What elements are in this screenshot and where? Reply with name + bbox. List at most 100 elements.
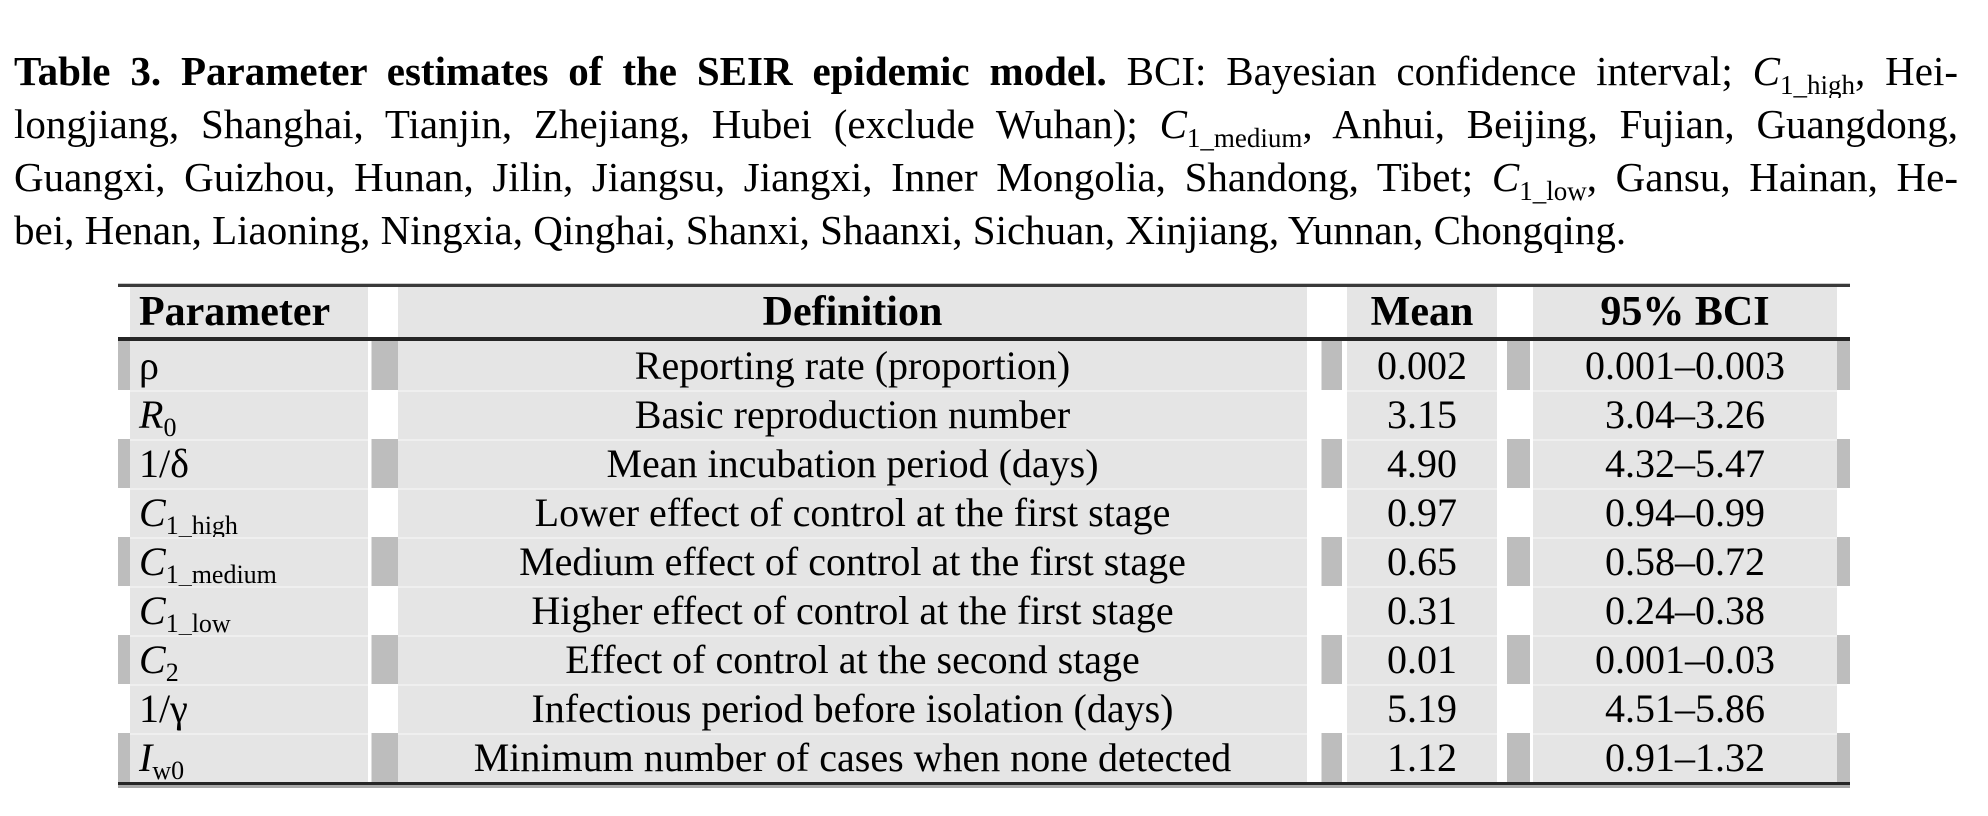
caption-sub-c1-low: 1_low: [1519, 176, 1587, 205]
definition-cell: Basic reproduction number: [398, 390, 1307, 439]
gutter: [1837, 635, 1850, 684]
bci-cell: 4.51–5.86: [1533, 684, 1837, 733]
table-top-rule: [118, 283, 1850, 287]
caption-var-c1-medium: C: [1159, 101, 1187, 147]
gutter: [368, 390, 398, 439]
gutter: [118, 341, 130, 390]
table-row-1-delta: 1/δ Mean incubation period (days) 4.90 4…: [118, 439, 1850, 488]
gutter: [1837, 341, 1850, 390]
gutter: [118, 390, 130, 439]
caption-text: bei, Henan, Liaoning, Ningxia, Qinghai, …: [14, 207, 1627, 253]
gutter: [368, 341, 398, 390]
parameter-symbol: δ: [170, 441, 189, 486]
mean-cell: 0.97: [1347, 488, 1497, 537]
gutter: [118, 488, 130, 537]
gutter: [1497, 537, 1533, 586]
gutter: [118, 733, 130, 782]
table-row-1-gamma: 1/γ Infectious period before isolation (…: [118, 684, 1850, 733]
gutter: [1497, 341, 1533, 390]
gutter: [1497, 635, 1533, 684]
gutter: [1307, 341, 1347, 390]
gutter: [1497, 733, 1533, 782]
definition-cell: Lower effect of control at the first sta…: [398, 488, 1307, 537]
gutter: [368, 537, 398, 586]
parameter-symbol: R: [139, 392, 164, 437]
parameter-cell: R0: [130, 390, 368, 441]
gutter: [368, 684, 398, 733]
mean-cell: 0.65: [1347, 537, 1497, 586]
definition-cell: Medium effect of control at the first st…: [398, 537, 1307, 586]
gutter: [1837, 586, 1850, 635]
definition-cell: Infectious period before isolation (days…: [398, 684, 1307, 733]
gutter: [1837, 733, 1850, 782]
mean-cell: 3.15: [1347, 390, 1497, 439]
parameter-symbol: C: [139, 588, 166, 633]
gutter: [1497, 439, 1533, 488]
caption-text: longjiang, Shanghai, Tianjin, Zhejiang, …: [14, 101, 1160, 147]
gutter: [118, 537, 130, 586]
gutter: [1307, 439, 1347, 488]
bci-cell: 4.32–5.47: [1533, 439, 1837, 488]
bci-cell: 0.24–0.38: [1533, 586, 1837, 635]
parameter-subscript: 1_low: [165, 609, 231, 638]
parameter-cell: C2: [130, 635, 368, 687]
parameter-subscript: 2: [165, 658, 179, 687]
caption-sub-c1-high: 1_high: [1780, 70, 1856, 99]
parameter-prefix: 1/: [139, 686, 171, 731]
parameter-symbol: I: [139, 735, 153, 780]
parameter-cell: 1/γ: [130, 684, 368, 733]
bci-cell: 0.001–0.003: [1533, 341, 1837, 390]
parameter-subscript: w0: [152, 756, 185, 785]
gutter: [1307, 635, 1347, 684]
caption-text: Guangxi, Guizhou, Hunan, Jilin, Jiangsu,…: [14, 154, 1492, 200]
column-header-mean: Mean: [1347, 287, 1497, 337]
table-row-c1-high: C1_high Lower effect of control at the f…: [118, 488, 1850, 540]
gutter: [1837, 390, 1850, 439]
mean-cell: 5.19: [1347, 684, 1497, 733]
table-row-c2: C2 Effect of control at the second stage…: [118, 635, 1850, 687]
parameter-cell: C1_low: [130, 586, 368, 638]
table-caption: Table 3. Parameter estimates of the SEIR…: [14, 45, 1958, 257]
gutter: [118, 287, 130, 337]
gutter: [1497, 586, 1533, 635]
gutter: [368, 439, 398, 488]
table-row-r0: R0 Basic reproduction number 3.15 3.04–3…: [118, 390, 1850, 441]
gutter: [1307, 488, 1347, 537]
caption-var-c1-high: C: [1752, 48, 1780, 94]
bci-cell: 0.001–0.03: [1533, 635, 1837, 684]
gutter: [368, 733, 398, 782]
column-header-95-bci: 95% BCI: [1533, 287, 1837, 337]
parameter-table: Parameter Definition Mean 95% BCI ρ Repo…: [118, 283, 1850, 788]
gutter: [1307, 733, 1347, 782]
parameter-prefix: 1/: [139, 441, 171, 486]
gutter: [118, 439, 130, 488]
gutter: [118, 586, 130, 635]
gutter: [1837, 488, 1850, 537]
definition-cell: Mean incubation period (days): [398, 439, 1307, 488]
bci-cell: 0.91–1.32: [1533, 733, 1837, 782]
gutter: [368, 287, 398, 337]
caption-line-1: Table 3. Parameter estimates of the SEIR…: [14, 45, 1958, 98]
parameter-symbol: C: [139, 539, 166, 584]
parameter-subscript: 1_high: [165, 511, 238, 540]
parameter-symbol: γ: [170, 686, 188, 731]
parameter-symbol: ρ: [139, 343, 159, 388]
column-header-definition: Definition: [398, 287, 1307, 337]
definition-cell: Higher effect of control at the first st…: [398, 586, 1307, 635]
definition-cell: Reporting rate (proportion): [398, 341, 1307, 390]
parameter-cell: Iw0: [130, 733, 368, 785]
table-row-rho: ρ Reporting rate (proportion) 0.002 0.00…: [118, 341, 1850, 390]
gutter: [368, 635, 398, 684]
gutter: [1497, 390, 1533, 439]
table-row-c1-low: C1_low Higher effect of control at the f…: [118, 586, 1850, 638]
definition-cell: Minimum number of cases when none detect…: [398, 733, 1307, 782]
caption-text: BCI: Bayesian confidence interval;: [1106, 48, 1753, 94]
mean-cell: 1.12: [1347, 733, 1497, 782]
parameter-subscript: 1_medium: [165, 560, 277, 589]
definition-cell: Effect of control at the second stage: [398, 635, 1307, 684]
caption-var-c1-low: C: [1491, 154, 1520, 200]
parameter-cell: ρ: [130, 341, 368, 390]
column-header-parameter: Parameter: [130, 287, 368, 337]
gutter: [1307, 537, 1347, 586]
